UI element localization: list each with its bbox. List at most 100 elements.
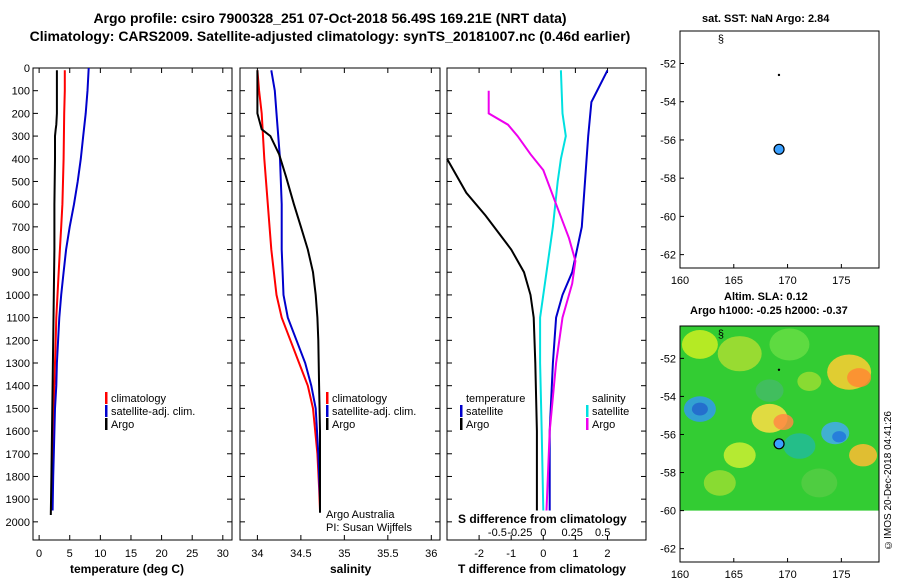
- sla-heatmap-cell: [832, 431, 847, 443]
- difference-xlabel: T difference from climatology: [458, 562, 627, 576]
- temp-legend-mark: [105, 405, 108, 417]
- diff-xtick-label: 2: [604, 548, 610, 560]
- depth-ytick-label: 500: [12, 176, 30, 188]
- diff-xtick-label: 1: [572, 548, 578, 560]
- diff-xtick2-label: 0: [540, 527, 546, 539]
- sal-line-climatology: [256, 70, 321, 511]
- temp-xtick-label: 25: [186, 548, 198, 560]
- header-title-line1: Argo profile: csiro 7900328_251 07-Oct-2…: [93, 10, 567, 26]
- difference-xlabel-salinity: S difference from climatology: [458, 512, 627, 526]
- sst-track-dot: [777, 73, 781, 77]
- sst-ytick-label: -56: [660, 135, 676, 147]
- sla-xtick-label: 165: [725, 569, 743, 580]
- sla-argo-float-marker: [773, 438, 785, 450]
- diff-xtick2-label: -0.25: [507, 527, 532, 539]
- sla-heatmap-cell: [681, 330, 718, 359]
- sal-xtick-label: 35.5: [377, 548, 398, 560]
- sla-heatmap-cell: [847, 368, 872, 388]
- sst-ytick-label: -58: [660, 173, 676, 185]
- sla-heatmap-cell: [769, 328, 810, 361]
- sal-legend-label: climatology: [332, 393, 388, 405]
- sla-heatmap-cell: [717, 336, 762, 372]
- sst-map-title: sat. SST: NaN Argo: 2.84: [702, 13, 830, 25]
- temp-xtick-label: 10: [94, 548, 106, 560]
- sal-legend-label: Argo: [332, 419, 355, 431]
- sla-heatmap-cell: [801, 468, 838, 498]
- temp-legend-label: climatology: [111, 393, 167, 405]
- temp-legend-mark: [105, 392, 108, 404]
- depth-ytick-label: 1400: [6, 381, 30, 393]
- sla-heatmap: [680, 326, 879, 511]
- difftemp-legend-mark: [460, 418, 463, 430]
- depth-ytick-label: 400: [12, 154, 30, 166]
- diff-line-salinity-argo: [487, 90, 577, 511]
- sla-track-dot: [777, 368, 781, 371]
- temp-xtick-label: 15: [125, 548, 137, 560]
- difftemp-legend-mark: [460, 392, 463, 404]
- diff-xtick-label: -2: [474, 548, 484, 560]
- sst-ytick-label: -60: [660, 211, 676, 223]
- temp-xtick-label: 0: [36, 548, 42, 560]
- depth-ytick-label: 1600: [6, 426, 30, 438]
- sal-xtick-label: 34.5: [290, 548, 311, 560]
- salinity-xlabel: salinity: [330, 562, 372, 576]
- imos-watermark: ©IMOS 20-Dec-2018 04:41:26: [883, 411, 894, 550]
- difftemp-legend-label: temperature: [466, 393, 525, 405]
- sla-heatmap-cell: [703, 470, 736, 496]
- depth-ytick-label: 100: [12, 86, 30, 98]
- sla-xtick-label: 170: [778, 569, 796, 580]
- temp-frame: [32, 67, 233, 541]
- sal-line-satellite-adj.-clim.: [270, 70, 321, 500]
- sst-ytick-label: -62: [660, 250, 676, 262]
- diff-line-salinity-satellite: [539, 70, 567, 511]
- sal-legend-mark: [326, 405, 329, 417]
- sla-heatmap-cell: [773, 413, 794, 430]
- diff-line-temperature-argo: [446, 158, 538, 511]
- depth-ytick-label: 600: [12, 199, 30, 211]
- sal-xtick-label: 34: [251, 548, 263, 560]
- sal-xtick-label: 35: [338, 548, 350, 560]
- depth-ytick-label: 1800: [6, 471, 30, 483]
- sst-xtick-label: 165: [725, 275, 743, 287]
- sla-ytick-label: -52: [660, 353, 676, 365]
- depth-ytick-label: 1500: [6, 403, 30, 415]
- diffsal-legend-mark: [586, 392, 589, 404]
- sla-heatmap-cell: [723, 442, 756, 469]
- diffsal-legend-label: salinity: [592, 393, 626, 405]
- sal-frame: [239, 67, 441, 541]
- sst-track-marker: §: [718, 34, 724, 46]
- temp-legend-mark: [105, 418, 108, 430]
- temp-line-satellite-adj.-clim.: [51, 67, 90, 511]
- diff-line-temperature-satellite: [548, 69, 609, 511]
- sla-heatmap-cell: [691, 402, 708, 416]
- depth-ytick-label: 1100: [6, 313, 30, 325]
- diff-xtick2-label: 0.25: [561, 527, 582, 539]
- sst-ytick-label: -54: [660, 97, 676, 109]
- sla-heatmap-cell: [797, 371, 822, 391]
- diffsal-legend-mark: [586, 405, 589, 417]
- temp-xtick-label: 5: [67, 548, 73, 560]
- depth-ytick-label: 200: [12, 108, 30, 120]
- sal-legend-mark: [326, 392, 329, 404]
- temp-legend-label: Argo: [111, 419, 134, 431]
- sal-legend-label: satellite-adj. clim.: [332, 406, 416, 418]
- diff-xtick-label: 0: [540, 548, 546, 560]
- sst-xtick-label: 170: [778, 275, 796, 287]
- temp-line-climatology: [50, 70, 66, 511]
- diff-xtick-label: -1: [506, 548, 516, 560]
- sla-ytick-label: -54: [660, 391, 676, 403]
- diff-xtick2-label: -0.5: [488, 527, 507, 539]
- sla-ytick-label: -60: [660, 506, 676, 518]
- depth-ytick-label: 1900: [6, 494, 30, 506]
- sla-map-title: Altim. SLA: 0.12: [724, 291, 808, 303]
- sst-xtick-label: 160: [671, 275, 689, 287]
- sla-track-marker: §: [718, 329, 724, 341]
- sal-xtick-label: 36: [425, 548, 437, 560]
- sal-line-argo: [256, 70, 321, 513]
- sla-ytick-label: -58: [660, 468, 676, 480]
- sla-ytick-label: -62: [660, 544, 676, 556]
- diffsal-legend-label: Argo: [592, 419, 615, 431]
- difftemp-legend-label: Argo: [466, 419, 489, 431]
- temp-line-argo: [49, 70, 58, 516]
- difftemp-legend-label: satellite: [466, 406, 503, 418]
